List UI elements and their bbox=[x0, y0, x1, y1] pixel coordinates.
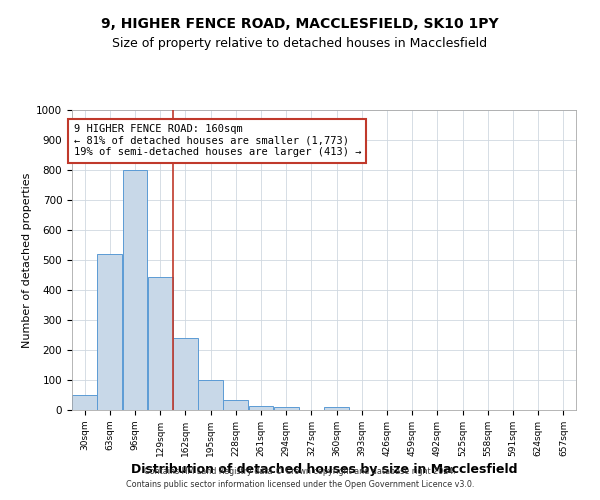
Bar bbox=[72, 395, 97, 410]
Bar bbox=[97, 254, 122, 410]
Text: Contains HM Land Registry data © Crown copyright and database right 2024.: Contains HM Land Registry data © Crown c… bbox=[144, 467, 456, 476]
Bar bbox=[324, 407, 349, 410]
Bar bbox=[148, 276, 173, 410]
Bar bbox=[122, 170, 148, 410]
Text: 9 HIGHER FENCE ROAD: 160sqm
← 81% of detached houses are smaller (1,773)
19% of : 9 HIGHER FENCE ROAD: 160sqm ← 81% of det… bbox=[74, 124, 361, 158]
Bar bbox=[223, 400, 248, 410]
Text: 9, HIGHER FENCE ROAD, MACCLESFIELD, SK10 1PY: 9, HIGHER FENCE ROAD, MACCLESFIELD, SK10… bbox=[101, 18, 499, 32]
Text: Contains public sector information licensed under the Open Government Licence v3: Contains public sector information licen… bbox=[126, 480, 474, 489]
Bar bbox=[248, 406, 274, 410]
X-axis label: Distribution of detached houses by size in Macclesfield: Distribution of detached houses by size … bbox=[131, 463, 517, 476]
Text: Size of property relative to detached houses in Macclesfield: Size of property relative to detached ho… bbox=[112, 38, 488, 51]
Bar bbox=[198, 380, 223, 410]
Bar bbox=[173, 338, 198, 410]
Y-axis label: Number of detached properties: Number of detached properties bbox=[22, 172, 32, 348]
Bar bbox=[274, 407, 299, 410]
